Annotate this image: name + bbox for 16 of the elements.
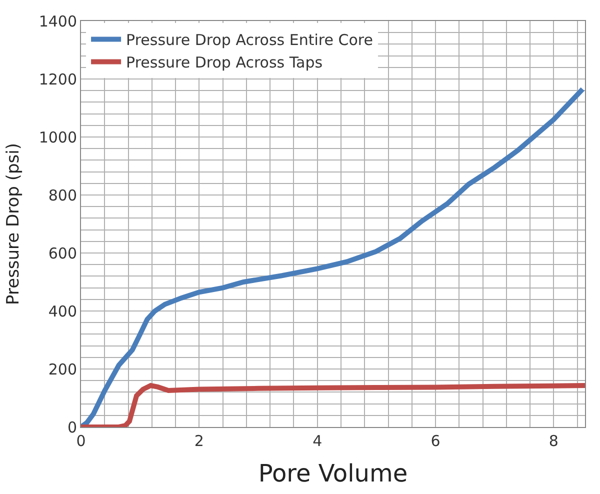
x-tick-label: 2 xyxy=(194,432,204,450)
x-tick-label: 4 xyxy=(312,432,322,450)
y-axis-title: Pressure Drop (psi) xyxy=(3,143,24,305)
y-tick-label: 800 xyxy=(48,186,77,204)
x-tick-label: 6 xyxy=(430,432,440,450)
x-axis-title: Pore Volume xyxy=(258,459,408,488)
y-tick-label: 1200 xyxy=(38,70,77,88)
y-tick-label: 600 xyxy=(48,244,77,262)
legend-label: Pressure Drop Across Entire Core xyxy=(126,31,373,50)
y-tick-label: 1000 xyxy=(38,128,77,146)
legend-label: Pressure Drop Across Taps xyxy=(126,54,323,72)
y-tick-label: 1400 xyxy=(38,12,77,30)
x-tick-label: 8 xyxy=(548,432,558,450)
y-tick-label: 400 xyxy=(48,302,77,320)
y-tick-label: 0 xyxy=(67,418,77,436)
y-tick-label: 200 xyxy=(48,360,77,378)
